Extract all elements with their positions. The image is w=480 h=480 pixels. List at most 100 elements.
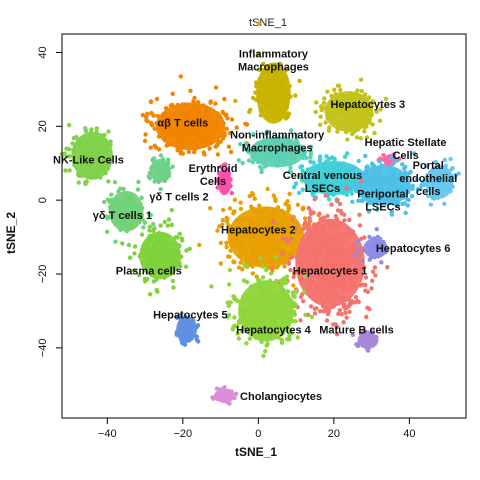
data-point <box>314 100 319 105</box>
data-point <box>215 185 220 190</box>
clusters-layer <box>59 21 461 406</box>
data-point <box>338 173 343 178</box>
data-point <box>270 282 275 288</box>
data-point <box>326 220 331 226</box>
data-point <box>342 218 347 223</box>
data-point <box>225 167 231 172</box>
data-point <box>256 67 262 72</box>
data-point <box>372 182 377 188</box>
data-point <box>324 257 329 262</box>
data-point <box>371 170 376 176</box>
data-point <box>403 210 408 216</box>
label-line: Hepatocytes 1 <box>293 265 368 277</box>
label-line: Hepatocytes 5 <box>153 310 228 322</box>
data-point <box>325 89 330 94</box>
data-point <box>242 248 247 254</box>
data-point <box>216 177 221 182</box>
data-point <box>165 223 170 228</box>
data-point <box>263 93 269 98</box>
data-point <box>344 260 350 265</box>
data-point <box>456 171 461 176</box>
data-point <box>252 209 257 214</box>
data-point <box>241 312 247 318</box>
data-point <box>442 157 447 163</box>
data-point <box>373 273 378 278</box>
data-point <box>248 150 253 155</box>
data-point <box>305 186 310 191</box>
data-point <box>364 135 370 140</box>
data-point <box>288 94 293 99</box>
data-point <box>359 337 364 342</box>
data-point <box>202 122 208 127</box>
data-point <box>243 318 248 323</box>
data-point <box>360 198 365 203</box>
data-point <box>356 246 362 252</box>
y-tick-label: 40 <box>37 46 49 58</box>
data-point <box>301 226 306 232</box>
data-point <box>389 177 394 182</box>
data-point <box>203 143 208 148</box>
data-point <box>284 237 289 242</box>
data-point <box>313 173 319 179</box>
data-point <box>448 183 453 188</box>
data-point <box>241 297 246 302</box>
data-point <box>338 283 343 289</box>
data-point <box>370 161 375 166</box>
data-point <box>171 285 176 290</box>
data-point <box>347 186 353 192</box>
data-point <box>66 147 72 152</box>
data-point <box>195 124 201 129</box>
data-point <box>208 100 213 105</box>
data-point <box>324 318 330 323</box>
data-point <box>309 144 314 149</box>
data-point <box>256 21 261 26</box>
data-point <box>279 150 285 155</box>
data-point <box>112 207 117 212</box>
data-point <box>229 117 235 122</box>
data-point <box>337 294 342 300</box>
data-point <box>190 116 195 121</box>
data-point <box>151 250 157 255</box>
data-point <box>172 253 177 258</box>
data-point <box>347 107 352 112</box>
data-point <box>290 254 295 260</box>
data-point <box>228 177 233 182</box>
data-point <box>175 235 180 240</box>
data-point <box>274 108 279 114</box>
data-point <box>186 149 191 155</box>
data-point <box>272 312 277 318</box>
data-point <box>249 306 254 311</box>
data-point <box>261 148 267 154</box>
data-point <box>163 106 169 111</box>
data-point <box>268 89 274 94</box>
data-point <box>380 190 385 195</box>
data-point <box>385 265 390 270</box>
x-tick-label: 20 <box>328 428 340 440</box>
data-point <box>188 108 194 114</box>
data-point <box>142 138 148 144</box>
data-point <box>284 105 290 110</box>
data-point <box>444 174 449 180</box>
data-point <box>202 152 207 157</box>
data-point <box>244 341 249 346</box>
data-point <box>341 161 346 166</box>
data-point <box>111 200 117 205</box>
data-point <box>334 197 340 203</box>
data-point <box>358 103 363 109</box>
data-point <box>392 181 398 187</box>
data-point <box>137 254 143 259</box>
data-point <box>321 100 327 106</box>
data-point <box>195 145 200 150</box>
data-point <box>177 231 182 236</box>
data-point <box>347 169 352 174</box>
data-point <box>335 105 340 110</box>
data-point <box>344 295 349 301</box>
data-point <box>322 96 327 101</box>
data-point <box>366 179 371 184</box>
data-point <box>121 209 126 215</box>
data-point <box>326 197 332 202</box>
data-point <box>377 237 382 242</box>
data-point <box>242 146 247 151</box>
data-point <box>242 262 247 268</box>
data-point <box>238 260 243 265</box>
